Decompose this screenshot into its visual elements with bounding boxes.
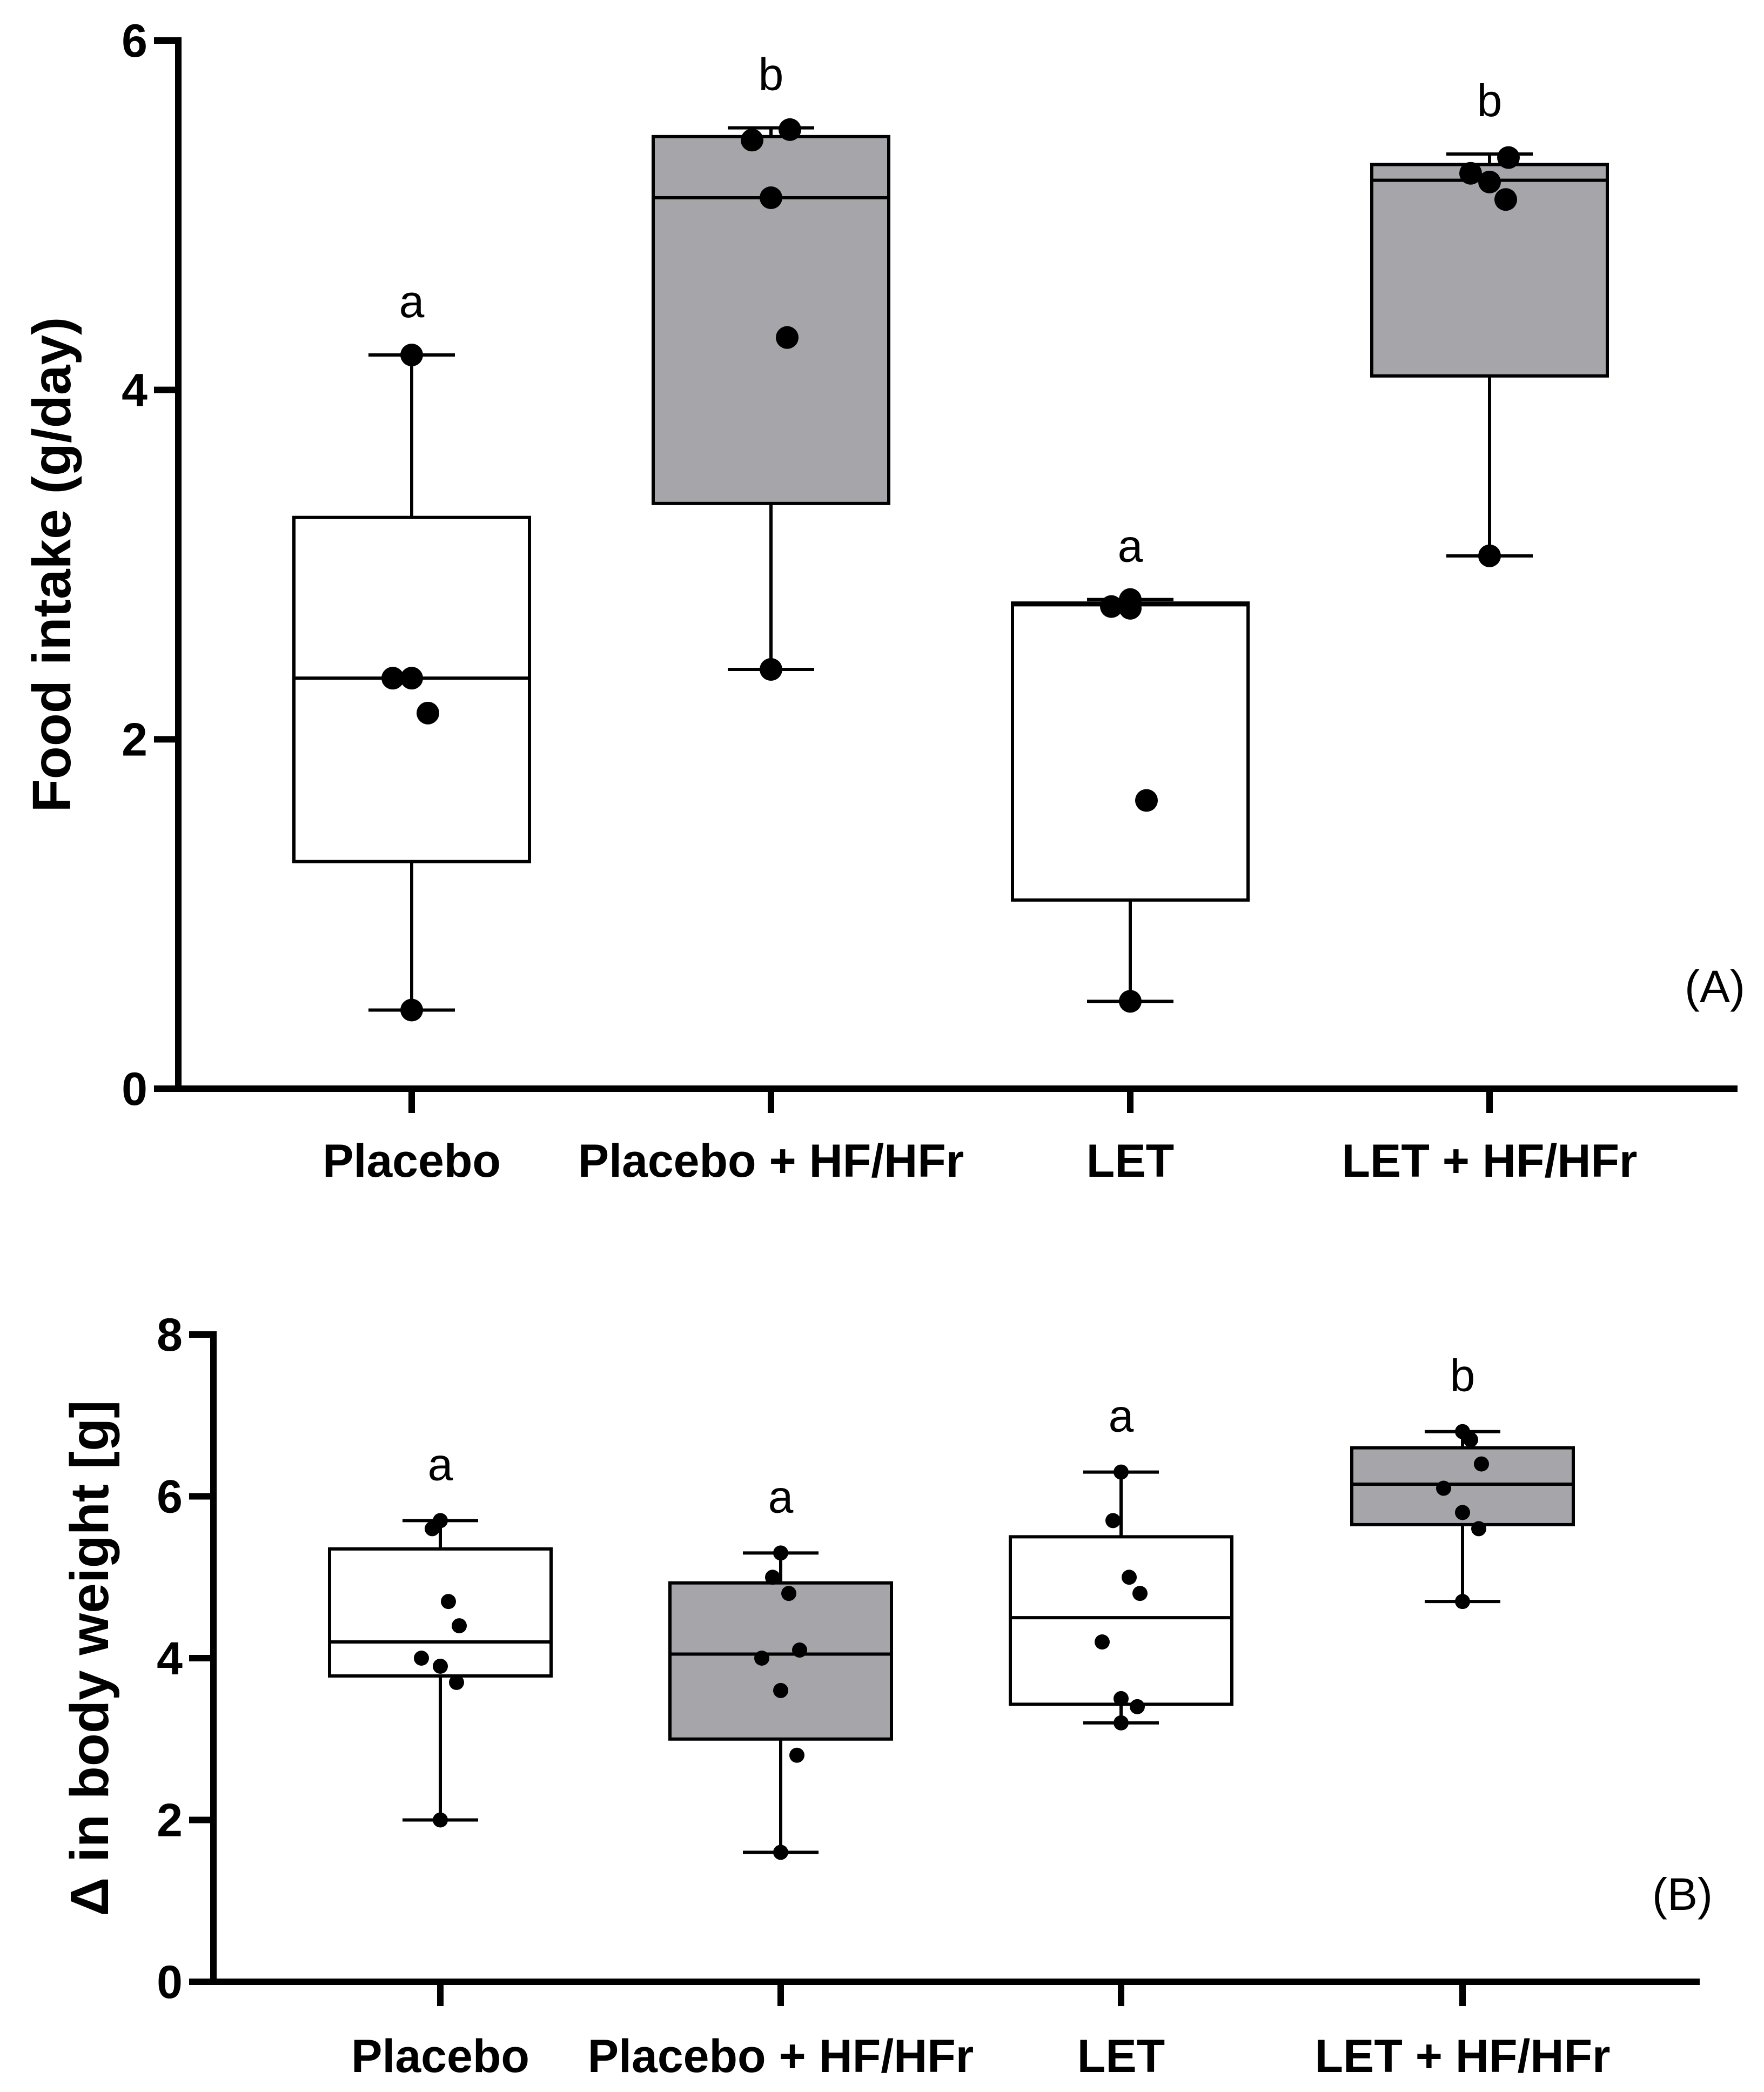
panel-b-data-point — [433, 1513, 448, 1528]
panel-a-data-point — [776, 326, 799, 349]
panel-b-data-point — [773, 1845, 788, 1860]
panel-a-iqr-box — [292, 515, 531, 863]
panel-b-data-point — [433, 1658, 448, 1674]
panel-b-data-point — [781, 1586, 796, 1601]
panel-a-category-label: Placebo + HF/HFr — [578, 1135, 964, 1187]
panel-b-body-weight: Δ in body weight [g] 0 2 4 6 8 a a a b Placebo Plac… — [59, 1309, 1713, 2082]
panel-b-y-tick-label: 2 — [157, 1795, 183, 1847]
panel-a-data-point — [1135, 789, 1158, 812]
panel-b-data-point — [414, 1651, 429, 1666]
panel-b-data-point — [1114, 1464, 1129, 1480]
panel-b-significance-letter: a — [428, 1439, 453, 1490]
panel-a-data-point — [1494, 188, 1517, 211]
panel-b-data-point — [1471, 1521, 1486, 1537]
panel-a-y-tick-label: 4 — [122, 365, 147, 417]
panel-a-significance-letter: b — [759, 49, 784, 100]
panel-b-significance-letter: b — [1450, 1350, 1475, 1401]
panel-a-box-group: a — [292, 276, 531, 1022]
panel-b-data-point — [773, 1682, 788, 1698]
panel-a-significance-letter: b — [1477, 75, 1503, 126]
panel-b-significance-letter: a — [768, 1471, 794, 1522]
panel-a-data-point — [1497, 146, 1520, 169]
panel-a-significance-letter: a — [399, 276, 425, 327]
panel-a-y-tick-label: 0 — [122, 1063, 147, 1115]
panel-b-data-point — [765, 1570, 780, 1585]
panel-b-data-point — [452, 1618, 467, 1634]
panel-a-data-point — [1100, 595, 1123, 618]
panel-b-significance-letter: a — [1109, 1391, 1134, 1441]
panel-a-panel-label: (A) — [1685, 961, 1745, 1012]
panel-b-data-point — [1114, 1691, 1129, 1706]
panel-a-box-group: b — [1370, 75, 1609, 567]
panel-b-iqr-box — [328, 1547, 553, 1678]
panel-a-data-point — [1119, 990, 1142, 1013]
panel-b-box-group: a — [1009, 1391, 1233, 1731]
panel-b-data-point — [773, 1545, 788, 1561]
panel-a-iqr-box — [1370, 163, 1609, 378]
panel-a-category-label: LET — [1086, 1135, 1174, 1187]
panel-a-data-point — [381, 667, 404, 690]
panel-b-y-tick-label: 0 — [157, 1956, 183, 2008]
panel-b-y-tick-label: 4 — [157, 1633, 183, 1685]
panel-a-iqr-box — [1011, 601, 1250, 902]
panel-b-data-point — [792, 1642, 807, 1658]
panel-b-data-point — [1130, 1699, 1145, 1714]
panel-a-data-point — [1119, 588, 1142, 611]
panel-b-y-tick-label: 8 — [157, 1309, 183, 1361]
panel-b-category-label: Placebo + HF/HFr — [588, 2030, 974, 2082]
panel-b-data-point — [1122, 1570, 1137, 1585]
panel-b-box-group: b — [1350, 1350, 1575, 1610]
panel-b-iqr-box — [1009, 1535, 1233, 1706]
panel-a-data-point — [400, 344, 423, 366]
panel-b-data-point — [754, 1651, 769, 1666]
panel-b-category-label: LET + HF/HFr — [1314, 2030, 1610, 2082]
panel-a-data-point — [400, 667, 423, 690]
panel-a-data-point — [1478, 544, 1501, 567]
panel-b-data-point — [1105, 1513, 1121, 1528]
panel-b-data-point — [1474, 1456, 1489, 1472]
panel-a-significance-letter: a — [1118, 521, 1143, 572]
panel-b-panel-label: (B) — [1652, 1869, 1713, 1920]
panel-b-box-group: a — [668, 1471, 893, 1860]
panel-b-data-point — [441, 1594, 456, 1610]
panel-a-box-group: a — [1011, 521, 1250, 1013]
panel-a-data-point — [779, 118, 801, 141]
panel-a-data-point — [417, 701, 439, 725]
panel-b-data-point — [1095, 1634, 1110, 1650]
panel-a-y-axis-title: Food intake (g/day) — [22, 317, 82, 813]
panel-b-data-point — [1436, 1480, 1451, 1496]
panel-b-iqr-box — [668, 1581, 893, 1741]
panel-b-data-point — [1132, 1586, 1148, 1601]
panel-a-y-tick-label: 6 — [122, 15, 147, 67]
panel-a-data-point — [741, 129, 763, 152]
panel-a-box-group: b — [652, 49, 890, 681]
panel-b-category-label: LET — [1077, 2030, 1165, 2082]
panel-b-data-point — [789, 1747, 804, 1763]
panel-a-category-label: Placebo — [323, 1135, 501, 1187]
panel-b-y-axis-title: Δ in body weight [g] — [59, 1400, 120, 1916]
panel-b-data-point — [1114, 1715, 1129, 1731]
panel-a-data-point — [760, 658, 782, 681]
panel-b-box-group: a — [328, 1439, 553, 1828]
panel-b-data-point — [1455, 1424, 1470, 1439]
panel-b-data-point — [433, 1812, 448, 1828]
panel-b-data-point — [1455, 1594, 1470, 1610]
panel-a-data-point — [400, 998, 423, 1022]
panel-b-y-tick-label: 6 — [157, 1471, 183, 1523]
panel-b-data-point — [1455, 1505, 1470, 1520]
panel-a-category-label: LET + HF/HFr — [1342, 1135, 1637, 1187]
panel-b-category-label: Placebo — [351, 2030, 529, 2082]
panel-a-y-tick-label: 2 — [122, 714, 147, 766]
panel-a-food-intake: Food intake (g/day) 0 2 4 6 a b a b Placebo Placeb… — [22, 15, 1745, 1187]
panel-b-data-point — [449, 1674, 464, 1690]
panel-a-data-point — [1478, 170, 1501, 193]
panel-a-data-point — [760, 186, 782, 209]
panel-a-data-point — [1459, 162, 1482, 185]
